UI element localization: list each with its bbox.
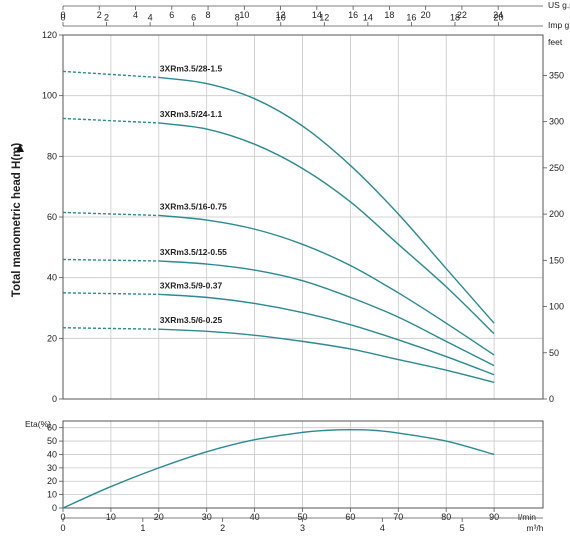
curve-label: 3XRm3.5/12-0.55: [160, 247, 227, 257]
x-tick-label: 20: [154, 512, 164, 522]
m3h-tick-label: 5: [460, 523, 465, 533]
x-tick-label: 80: [441, 512, 451, 522]
curve-dashed-segment: [62, 327, 159, 330]
us-gpm-tick-label: 10: [239, 10, 249, 20]
eta-tick-label: 0: [52, 503, 57, 513]
imp-gpm-unit-label: Imp g.p.m: [548, 20, 570, 30]
x-tick-label: 60: [345, 512, 355, 522]
us-gpm-tick-label: 22: [457, 10, 467, 20]
feet-tick-label: 150: [549, 255, 564, 265]
m3h-unit-label: m³/h: [527, 523, 544, 533]
m3h-tick-label: 1: [140, 523, 145, 533]
x-tick-label: 50: [297, 512, 307, 522]
y-tick-label: 80: [47, 151, 57, 161]
us-gpm-tick-label: 2: [97, 10, 102, 20]
y-tick-label: 0: [52, 394, 57, 404]
imp-gpm-tick-label: 0: [60, 13, 65, 23]
curve-label: 3XRm3.5/24-1.1: [160, 109, 223, 119]
eta-tick-label: 20: [47, 476, 57, 486]
m3h-tick-label: 0: [60, 523, 65, 533]
us-gpm-tick-label: 6: [169, 10, 174, 20]
imp-gpm-tick-label: 8: [235, 13, 240, 23]
us-gpm-tick-label: 8: [206, 10, 211, 20]
feet-unit-label: feet: [548, 37, 563, 47]
curve-solid-segment: [158, 76, 495, 324]
eta-tick-label: 40: [47, 449, 57, 459]
curve-label: 3XRm3.5/16-0.75: [160, 201, 227, 211]
curve-dashed-segment: [62, 292, 159, 296]
eta-tick-label: 60: [47, 423, 57, 433]
feet-tick-label: 300: [549, 117, 564, 127]
curve-label: 3XRm3.5/28-1.5: [160, 63, 223, 73]
gridlines: [63, 35, 543, 508]
imp-gpm-tick-label: 14: [363, 13, 373, 23]
us-gpm-tick-label: 4: [133, 10, 138, 20]
imp-gpm-tick-label: 10: [276, 13, 286, 23]
axes: 0 2 4 6 8 10 12 14 16 18 20 22 240 2 4 6 8 10 12 14 16 18 20US…: [11, 0, 570, 533]
us-gpm-tick-label: 12: [276, 10, 286, 20]
x-tick-label: 10: [106, 512, 116, 522]
eta-tick-label: 10: [47, 490, 57, 500]
imp-gpm-tick-label: 2: [104, 13, 109, 23]
curve-solid-segment: [158, 293, 495, 376]
y-tick-label: 60: [47, 212, 57, 222]
x-tick-label: 0: [60, 512, 65, 522]
m3h-tick-label: 4: [380, 523, 385, 533]
imp-gpm-tick-label: 18: [450, 13, 460, 23]
us-gpm-tick-label: 20: [421, 10, 431, 20]
m3h-tick-label: 3: [300, 523, 305, 533]
curve-dashed-segment: [62, 117, 159, 124]
y-tick-label: 20: [47, 333, 57, 343]
eta-axis-title: Eta(%): [25, 419, 51, 429]
m3h-tick-label: 2: [220, 523, 225, 533]
curve-label: 3XRm3.5/9-0.37: [160, 280, 223, 290]
us-gpm-tick-label: 14: [312, 10, 322, 20]
lmin-unit-label: l/min: [518, 512, 536, 522]
imp-gpm-tick-label: 6: [191, 13, 196, 23]
curve-solid-segment: [158, 328, 495, 383]
imp-gpm-tick-label: 4: [148, 13, 153, 23]
curve-label: 3XRm3.5/6-0.25: [160, 315, 223, 325]
x-tick-label: 40: [250, 512, 260, 522]
us-gpm-tick-label: 0: [60, 10, 65, 20]
us-gpm-tick-label: 16: [348, 10, 358, 20]
imp-gpm-tick-label: 12: [319, 13, 329, 23]
curve-dashed-segment: [62, 70, 159, 79]
us-gpm-tick-label: 18: [384, 10, 394, 20]
y-tick-label: 120: [42, 30, 57, 40]
efficiency-plot-frame: [62, 420, 544, 509]
eta-tick-label: 50: [47, 436, 57, 446]
curve-solid-segment: [158, 122, 495, 335]
curves: [62, 70, 495, 509]
us-gpm-tick-label: 24: [493, 10, 503, 20]
feet-tick-label: 200: [549, 209, 564, 219]
imp-gpm-tick-label: 20: [494, 13, 504, 23]
x-tick-label: 90: [489, 512, 499, 522]
imp-gpm-tick-label: 16: [406, 13, 416, 23]
y-tick-label: 100: [42, 91, 57, 101]
feet-tick-label: 100: [549, 302, 564, 312]
curve-solid-segment: [158, 214, 495, 356]
curve-solid-segment: [158, 260, 495, 367]
feet-tick-label: 0: [549, 394, 554, 404]
feet-tick-label: 50: [549, 348, 559, 358]
x-tick-label: 30: [202, 512, 212, 522]
eta-tick-label: 30: [47, 463, 57, 473]
x-tick-label: 70: [393, 512, 403, 522]
y-axis-title: Total manometric head H(m): [11, 143, 23, 298]
y-axis-arrow-icon: [16, 144, 24, 152]
feet-tick-label: 250: [549, 163, 564, 173]
us-gpm-unit-label: US g.p.m: [548, 0, 570, 10]
feet-tick-label: 350: [549, 70, 564, 80]
y-tick-label: 40: [47, 273, 57, 283]
curve-dashed-segment: [62, 211, 159, 217]
curve-labels: 3XRm3.5/28-1.5 3XRm3.5/24-1.1 3XRm3.5/16-0…: [160, 63, 227, 325]
curve-dashed-segment: [62, 258, 159, 262]
efficiency-curve: [62, 428, 495, 509]
plot-frames: [62, 34, 544, 509]
